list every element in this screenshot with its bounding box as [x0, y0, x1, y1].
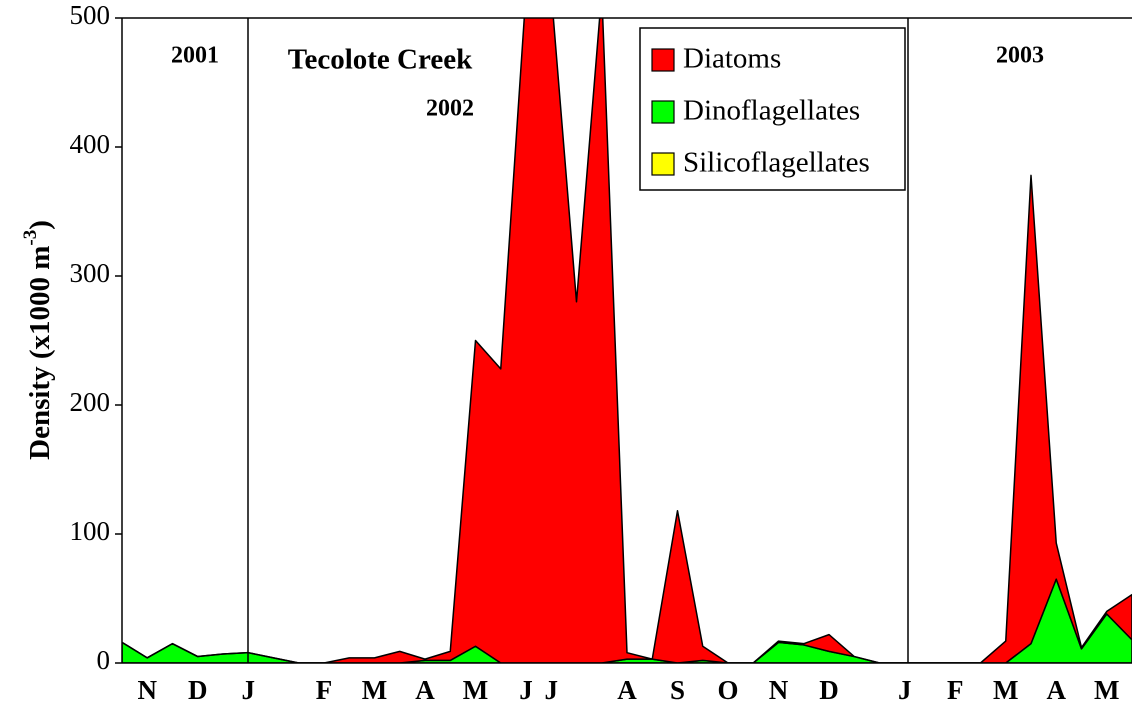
- legend: Diatoms Dinoflagellates Silicoflagellates: [639, 27, 906, 191]
- y-tick-label: 0: [97, 645, 111, 675]
- legend-swatch: [651, 48, 675, 72]
- y-tick-label: 500: [70, 0, 111, 30]
- annotation: 2001: [171, 43, 219, 69]
- x-tick-label: O: [717, 675, 738, 705]
- y-axis-title: Density (x1000 m-3): [20, 220, 55, 460]
- x-tick-label: J: [545, 675, 559, 705]
- legend-label: Silicoflagellates: [683, 147, 870, 179]
- y-axis-title-sup: -3: [20, 230, 41, 246]
- y-tick-label: 400: [70, 129, 111, 159]
- x-tick-label: M: [463, 675, 488, 705]
- legend-label: Diatoms: [683, 43, 781, 75]
- x-tick-label: A: [415, 675, 435, 705]
- y-tick-label: 200: [70, 387, 111, 417]
- annotation: 2003: [996, 43, 1044, 69]
- annotation: Tecolote Creek: [288, 44, 473, 76]
- x-tick-label: F: [947, 675, 964, 705]
- x-tick-label: N: [138, 675, 158, 705]
- area: [122, 18, 1132, 663]
- plot-area: [122, 18, 1132, 663]
- x-tick-label: F: [316, 675, 333, 705]
- y-tick-label: 300: [70, 258, 111, 288]
- annotation: 2002: [426, 96, 474, 122]
- x-tick-label: M: [993, 675, 1018, 705]
- y-tick-label: 100: [70, 516, 111, 546]
- x-tick-label: S: [670, 675, 685, 705]
- x-tick-label: M: [362, 675, 387, 705]
- legend-swatch: [651, 100, 675, 124]
- y-axis-title-end: ): [24, 220, 56, 230]
- x-tick-label: J: [242, 675, 256, 705]
- x-tick-label: N: [769, 675, 789, 705]
- legend-label: Dinoflagellates: [683, 95, 860, 127]
- x-tick-label: D: [188, 675, 208, 705]
- y-axis-title-main: Density (x1000 m: [24, 246, 56, 460]
- x-tick-label: A: [1047, 675, 1067, 705]
- x-tick-label: M: [1094, 675, 1119, 705]
- legend-box: [639, 27, 906, 191]
- x-tick-label: D: [819, 675, 839, 705]
- legend-swatch: [651, 152, 675, 176]
- x-tick-label: J: [519, 675, 533, 705]
- x-tick-label: J: [898, 675, 912, 705]
- x-tick-label: A: [617, 675, 637, 705]
